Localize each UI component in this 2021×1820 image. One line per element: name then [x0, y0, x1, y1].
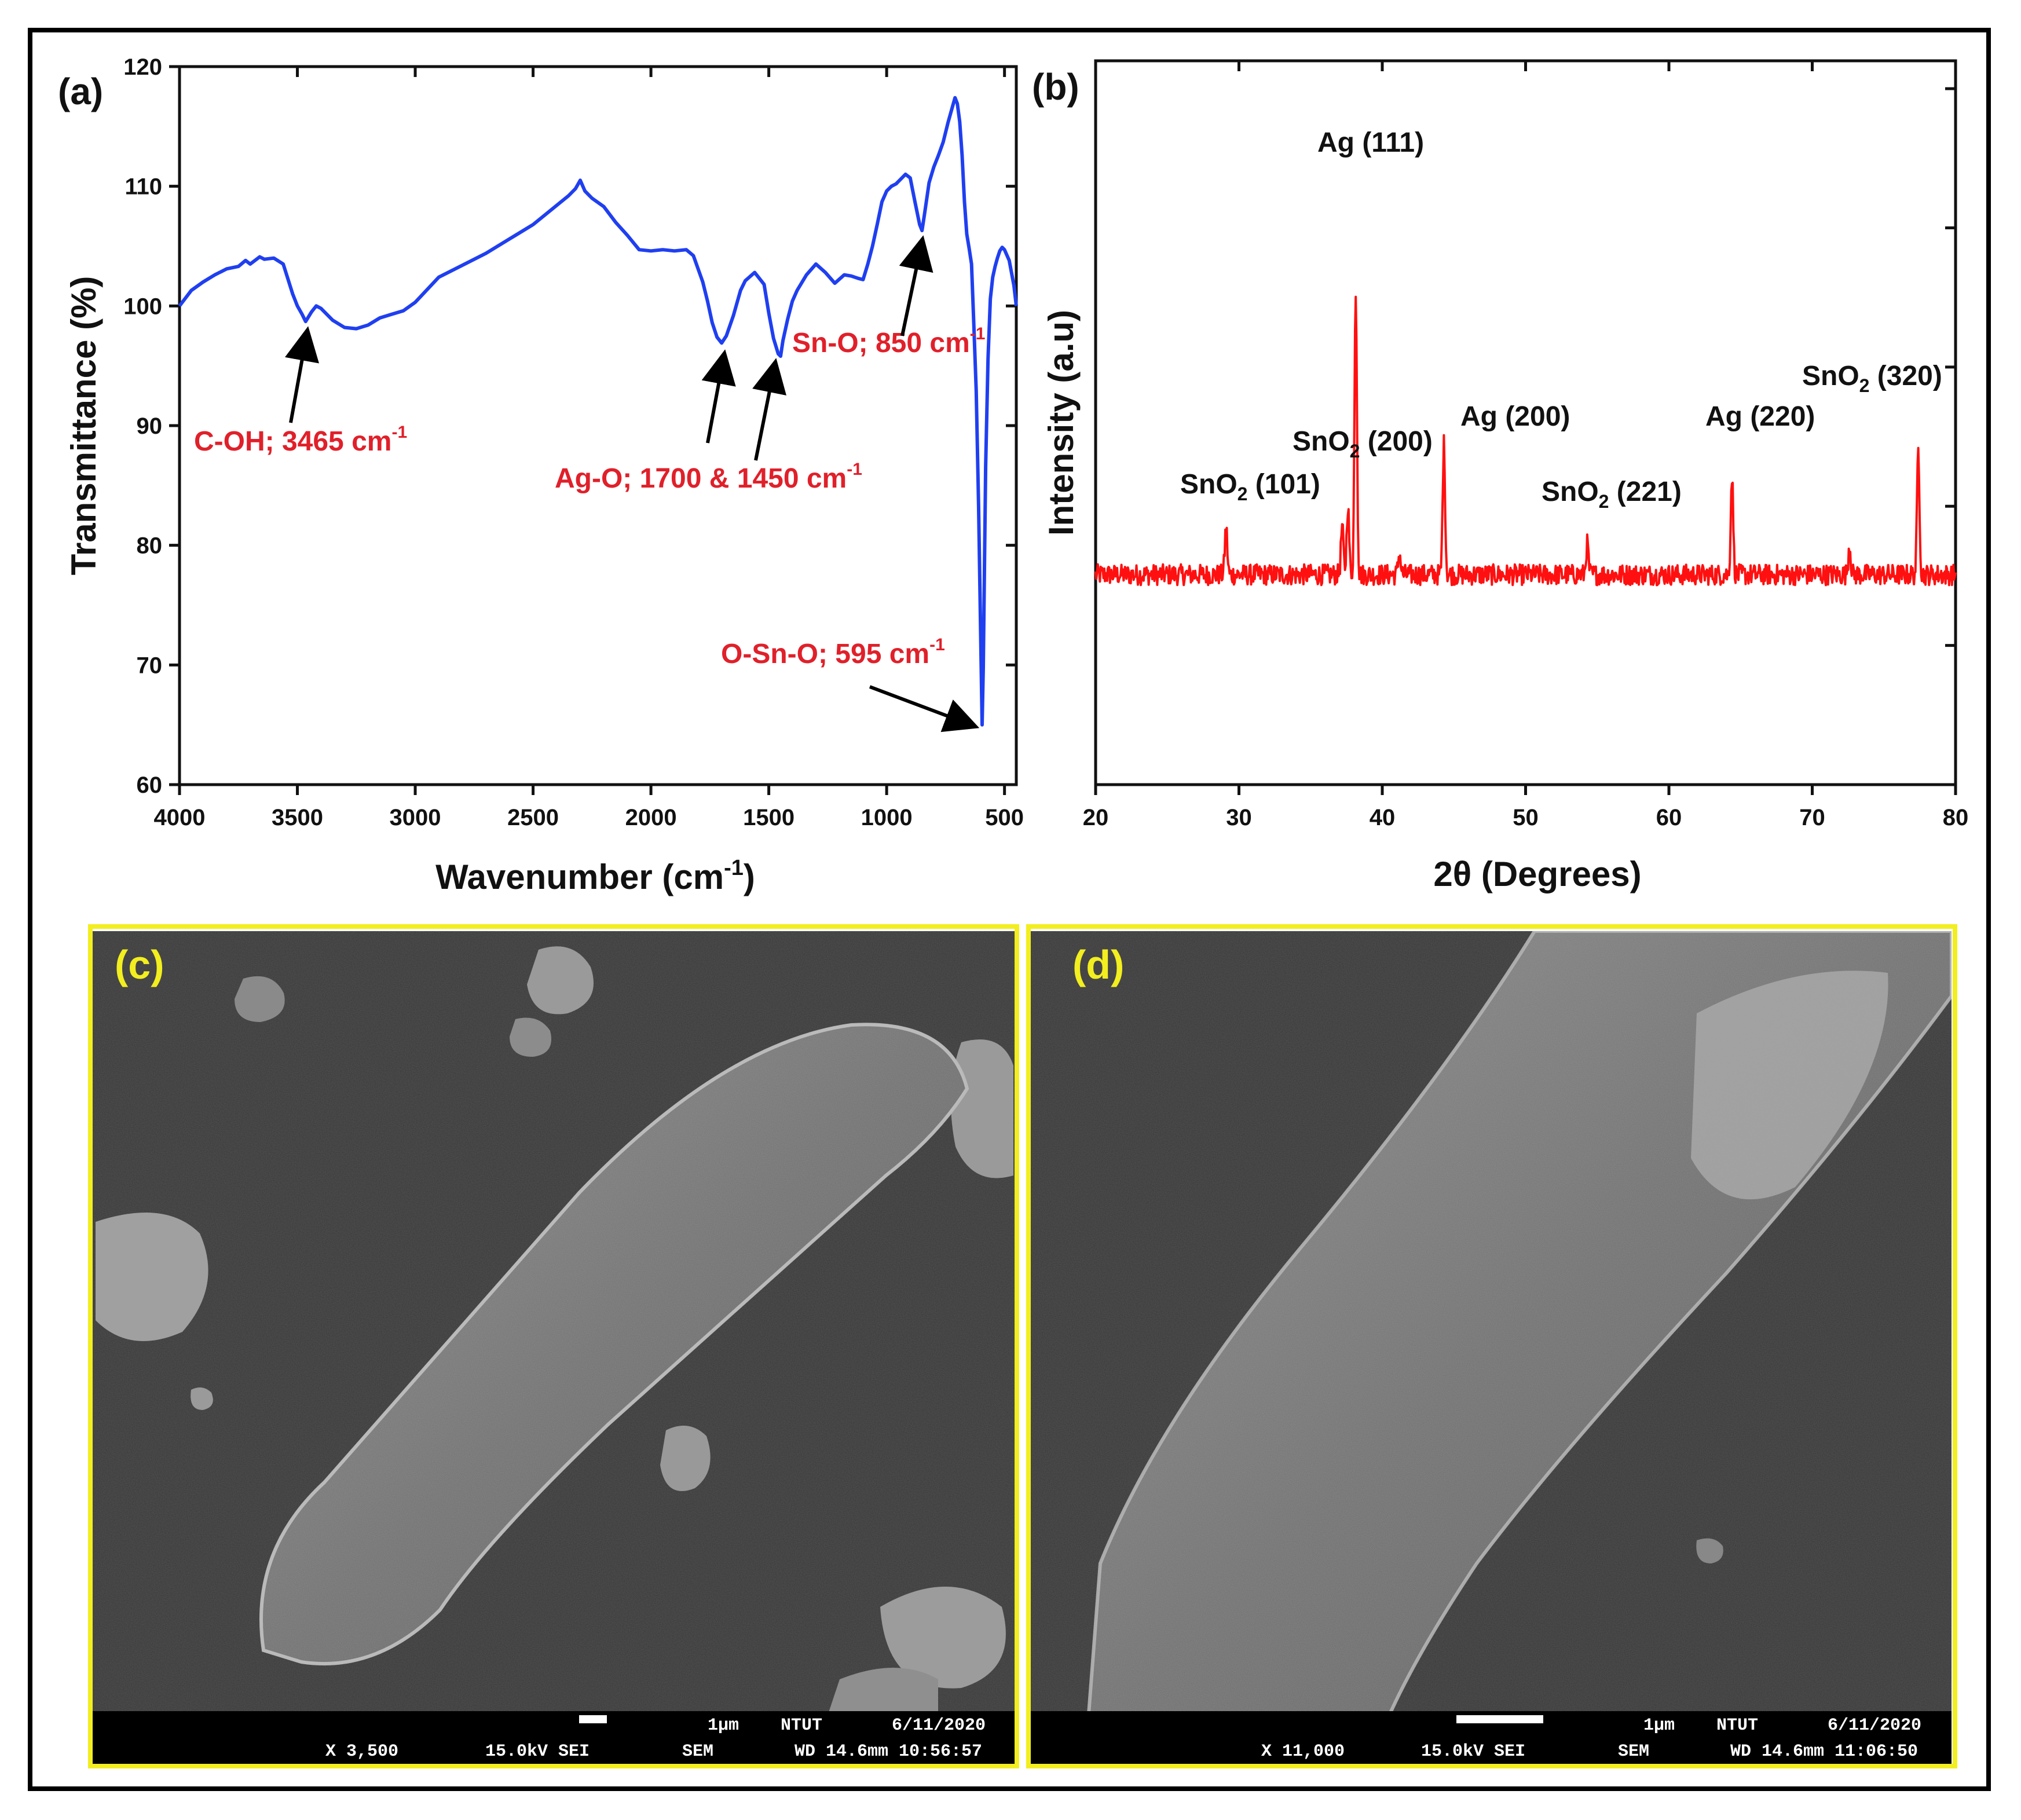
sem-c-particle [96, 1213, 208, 1341]
ftir-y-tick-label: 80 [137, 533, 163, 559]
sem-c-kv: 15.0kV SEI [485, 1742, 590, 1762]
arrow-c-oh [284, 326, 319, 423]
ftir-y-tick-label: 60 [137, 772, 163, 798]
xrd-x-tick-label: 60 [1656, 805, 1682, 830]
sem-c-particle [880, 1587, 1006, 1689]
label-ag-200: Ag (200) [1460, 401, 1570, 432]
xrd-pattern-line [1094, 295, 1957, 587]
sem-c-particle [235, 976, 285, 1022]
ftir-plot-frame [178, 65, 1018, 786]
xrd-y-axis-title: Intensity (a.u) [1042, 310, 1081, 536]
panel-b-label: (b) [1032, 66, 1079, 108]
sem-c-mag: X 3,500 [325, 1742, 398, 1762]
label-sno2-200: SnO2 (200) [1293, 426, 1433, 462]
ftir-y-tick-label: 100 [123, 294, 162, 319]
label-ag-220: Ag (220) [1705, 401, 1815, 432]
label-sno2-320: SnO2 (320) [1802, 361, 1942, 396]
sem-c-particle [510, 1017, 551, 1057]
ftir-spectrum-line [178, 96, 1018, 727]
arrow-o-sn-o [869, 685, 980, 733]
panel-c-label: (c) [115, 942, 164, 987]
ftir-x-tick-label: 3000 [390, 805, 441, 830]
sem-c-date: 6/11/2020 [892, 1716, 986, 1735]
xrd-x-tick-label: 20 [1083, 805, 1109, 830]
sem-d-frame [1026, 924, 1957, 1768]
ftir-x-tick-label: 2000 [625, 805, 677, 830]
sem-c-frame [88, 924, 1019, 1768]
xrd-x-tick-label: 50 [1513, 805, 1539, 830]
sem-panel-c: 1μm NTUT 6/11/2020 X 3,500 15.0kV SEI SE… [88, 924, 1019, 1768]
sem-c-particle [828, 1668, 938, 1714]
sem-c-lab: NTUT [781, 1716, 822, 1735]
ftir-y-tick-label: 120 [123, 54, 162, 80]
sem-c-scale-bar-mark [579, 1715, 607, 1723]
xrd-ticks: 20 30 40 50 60 70 80 [1083, 61, 1969, 830]
panel-d-label: (d) [1072, 942, 1124, 987]
xrd-x-tick-label: 40 [1370, 805, 1396, 830]
sem-panel-d: 1μm NTUT 6/11/2020 X 11,000 15.0kV SEI S… [1026, 924, 1957, 1768]
ftir-x-tick-label: 3500 [272, 805, 323, 830]
sem-c-particle [527, 946, 594, 1015]
arrow-ag-o-1700 [701, 349, 736, 444]
label-ag-111: Ag (111) [1317, 127, 1424, 158]
ftir-panel: (a) 4000 3500 3000 2500 2000 1500 1000 500 60 70 8… [58, 54, 1024, 896]
annotation-o-sn-o: O-Sn-O; 595 cm-1 [721, 635, 945, 669]
sem-d-mag: X 11,000 [1261, 1742, 1345, 1762]
sem-c-mode: SEM [682, 1742, 713, 1762]
ftir-x-tick-label: 500 [985, 805, 1024, 830]
ftir-x-tick-label: 1000 [861, 805, 913, 830]
sem-c-particle [951, 1039, 1013, 1178]
sem-c-scale-text: 1μm [708, 1716, 739, 1735]
label-sno2-221: SnO2 (221) [1542, 477, 1682, 512]
annotation-sn-o: Sn-O; 850 cm-1 [792, 324, 985, 358]
sem-d-scale-text: 1μm [1643, 1716, 1675, 1735]
ftir-x-tick-label: 1500 [743, 805, 795, 830]
arrow-ag-o-1450 [752, 358, 787, 461]
sem-d-kv: 15.0kV SEI [1421, 1742, 1525, 1762]
sem-d-particle [1696, 1538, 1723, 1563]
ftir-x-tick-label: 4000 [154, 805, 206, 830]
ftir-x-tick-label: 2500 [507, 805, 559, 830]
sem-d-scale-bar [1456, 1715, 1543, 1723]
annotation-ag-o: Ag-O; 1700 & 1450 cm-1 [555, 460, 862, 494]
ftir-ticks: 4000 3500 3000 2500 2000 1500 1000 500 60 70 80 90 1… [123, 54, 1024, 830]
label-sno2-101: SnO2 (101) [1180, 469, 1320, 504]
ftir-y-tick-label: 90 [137, 413, 163, 439]
arrow-sn-o [899, 235, 933, 336]
xrd-x-axis-title: 2θ (Degrees) [1433, 855, 1641, 893]
panel-a-label: (a) [58, 71, 103, 112]
xrd-x-tick-label: 80 [1943, 805, 1969, 830]
sem-d-mode: SEM [1618, 1742, 1649, 1762]
sem-d-lab: NTUT [1716, 1716, 1758, 1735]
sem-c-info-bar-bg [93, 1711, 1015, 1764]
xrd-x-tick-label: 70 [1799, 805, 1825, 830]
ftir-y-tick-label: 70 [137, 653, 163, 678]
sem-d-flake [1691, 971, 1888, 1200]
sem-c-rod-texture [261, 1024, 967, 1664]
xrd-x-tick-label: 30 [1226, 805, 1252, 830]
sem-c-particle [191, 1387, 213, 1410]
sem-d-date: 6/11/2020 [1828, 1716, 1921, 1735]
sem-c-particle [660, 1426, 711, 1491]
ftir-y-axis-title: Transmittance (%) [64, 276, 103, 576]
sem-c-wd-time: WD 14.6mm 10:56:57 [795, 1742, 982, 1762]
ftir-y-tick-label: 110 [125, 174, 162, 200]
xrd-panel: (b) 20 30 40 50 60 70 80 2θ (Degrees) Intensit… [1032, 59, 1969, 893]
sem-d-wd-time: WD 14.6mm 11:06:50 [1730, 1742, 1918, 1762]
annotation-c-oh: C-OH; 3465 cm-1 [194, 423, 407, 457]
ftir-x-axis-title: Wavenumber (cm-1) [435, 856, 755, 896]
